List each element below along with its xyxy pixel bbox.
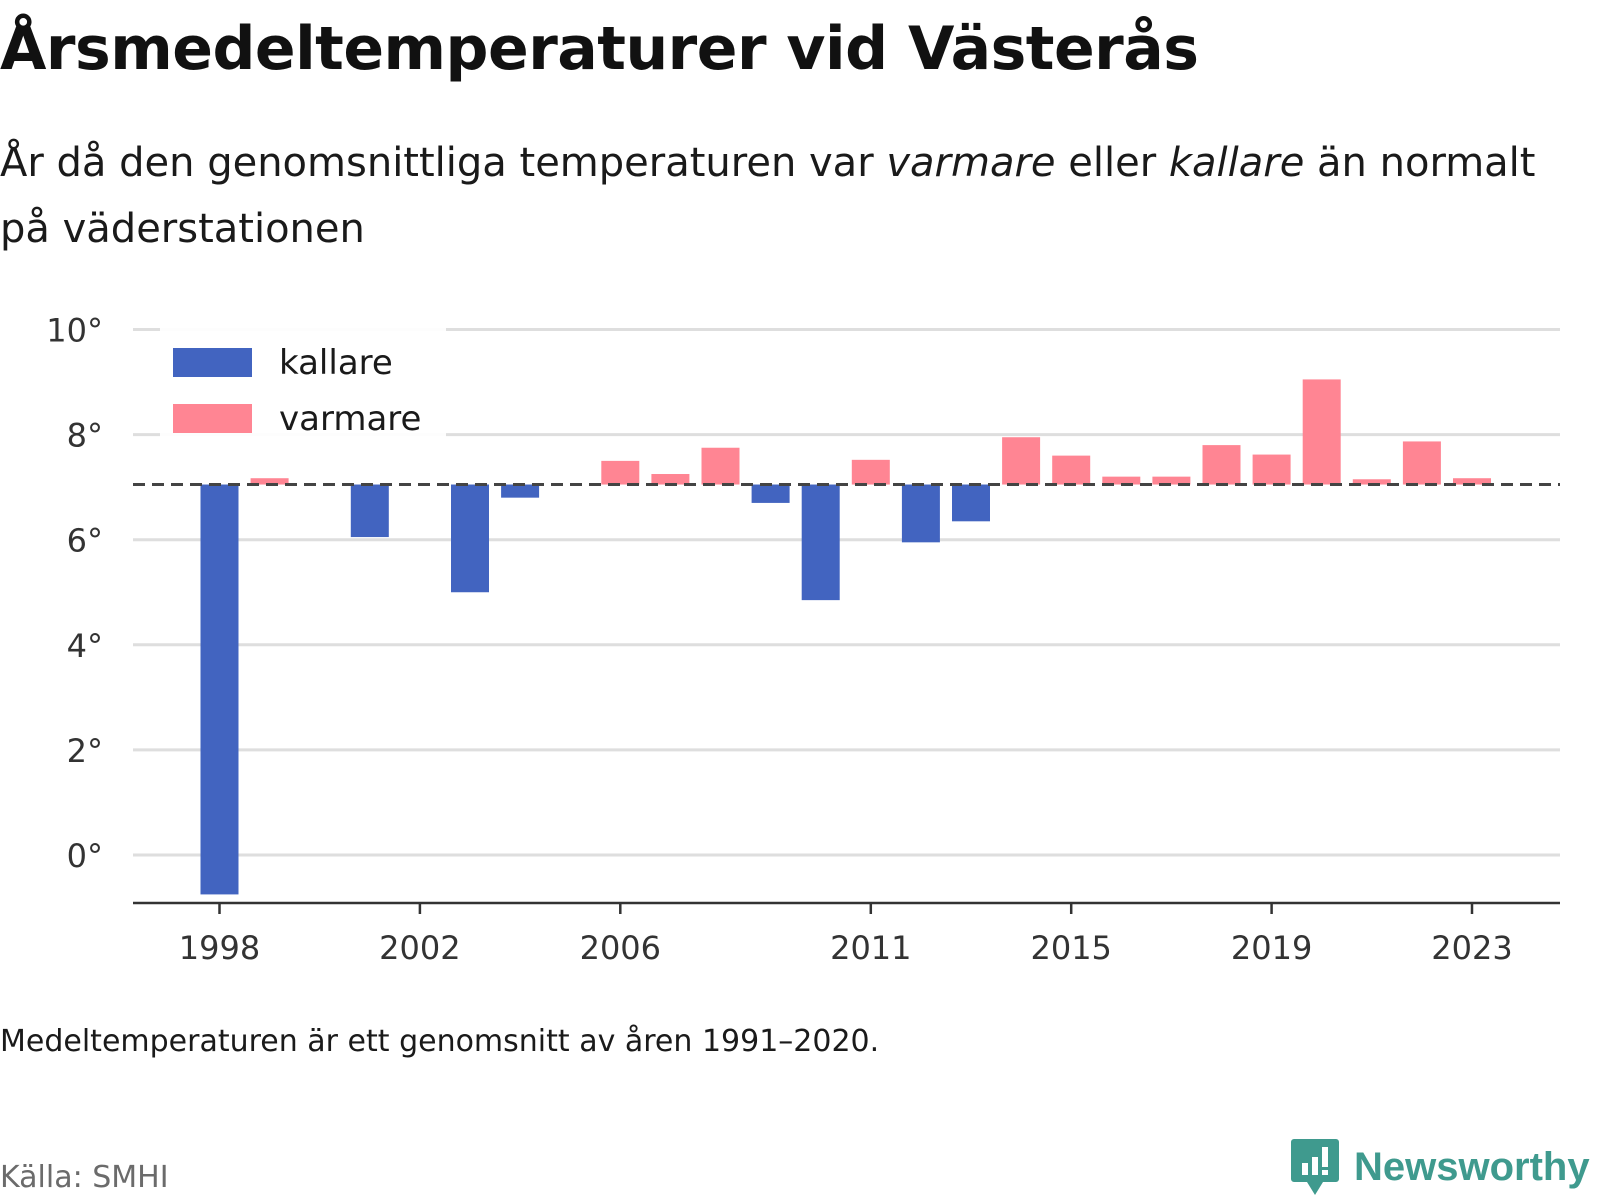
bar-warmer — [1152, 476, 1191, 485]
bar-warmer — [651, 474, 690, 485]
subtitle-cold-word: kallare — [1168, 140, 1305, 186]
bar-warmer — [1102, 476, 1141, 485]
source-label: Källa: SMHI — [0, 1160, 169, 1195]
bar-warmer — [1002, 437, 1041, 485]
bar-colder — [751, 484, 790, 503]
y-tick-label: 4° — [67, 627, 103, 665]
y-tick-label: 8° — [67, 417, 103, 455]
bar-colder — [451, 484, 489, 593]
subtitle-text-3: än normalt på väderstationen — [0, 140, 1536, 252]
x-tick-label: 2011 — [830, 929, 911, 967]
brand-logo[interactable]: Newsworthy — [1290, 1137, 1590, 1197]
legend-swatch — [173, 348, 252, 377]
x-tick-label: 2015 — [1030, 929, 1111, 967]
bar-warmer — [1302, 379, 1341, 485]
bar-colder — [801, 484, 840, 601]
bar-colder — [901, 484, 940, 543]
subtitle-warm-word: varmare — [886, 140, 1056, 186]
bar-colder — [350, 484, 389, 538]
bar-warmer — [250, 478, 289, 485]
bar-chart: 0° 2° 4° 6° 8° 10° 1998 2002 2006 2011 2015 2019 202… — [46, 312, 1560, 967]
subtitle-text-2: eller — [1055, 140, 1169, 186]
legend-label: varmare — [279, 399, 421, 439]
bar-warmer — [1202, 445, 1241, 485]
x-tick-label: 2006 — [580, 929, 661, 967]
bar-colder — [952, 484, 990, 522]
bar-warmer — [851, 459, 890, 485]
y-tick-label: 6° — [67, 522, 103, 560]
bar-warmer — [1052, 455, 1091, 485]
y-tick-label: 10° — [46, 312, 103, 350]
bar-warmer — [1453, 478, 1491, 485]
chart-subtitle: År då den genomsnittliga temperaturen va… — [0, 130, 1540, 262]
legend-swatch — [173, 404, 252, 433]
x-tick-label: 1998 — [179, 929, 260, 967]
bar-warmer — [601, 460, 640, 485]
chart-title: Årsmedeltemperaturer vid Västerås — [0, 14, 1199, 84]
y-tick-label: 0° — [67, 837, 103, 875]
bar-colder — [501, 484, 540, 498]
bar-warmer — [701, 447, 740, 485]
brand-name: Newsworthy — [1354, 1144, 1590, 1189]
subtitle-text-1: År då den genomsnittliga temperaturen va… — [0, 140, 887, 186]
newsworthy-logo-icon — [1291, 1139, 1339, 1195]
y-tick-label: 2° — [67, 732, 103, 770]
legend-label: kallare — [279, 343, 393, 383]
x-tick-label: 2002 — [379, 929, 460, 967]
chart-note: Medeltemperaturen är ett genomsnitt av å… — [0, 1024, 880, 1059]
bar-colder — [200, 484, 239, 895]
x-tick-label: 2023 — [1431, 929, 1512, 967]
x-tick-label: 2019 — [1231, 929, 1312, 967]
bar-warmer — [1352, 479, 1391, 485]
bar-warmer — [1252, 454, 1291, 485]
bar-warmer — [1402, 441, 1441, 485]
